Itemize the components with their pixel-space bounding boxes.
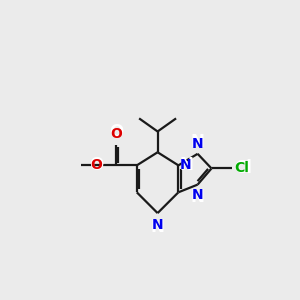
Text: N: N bbox=[191, 133, 205, 151]
Text: N: N bbox=[191, 188, 205, 206]
Text: N: N bbox=[151, 218, 164, 236]
Text: O: O bbox=[89, 156, 103, 174]
Text: Cl: Cl bbox=[234, 159, 252, 177]
Text: N: N bbox=[192, 137, 203, 151]
Text: N: N bbox=[180, 156, 194, 174]
Text: N: N bbox=[180, 158, 192, 172]
Text: O: O bbox=[109, 123, 123, 141]
Text: N: N bbox=[192, 188, 203, 203]
Text: O: O bbox=[90, 158, 102, 172]
Text: N: N bbox=[152, 218, 164, 233]
Text: O: O bbox=[110, 127, 122, 141]
Text: Cl: Cl bbox=[234, 161, 249, 176]
